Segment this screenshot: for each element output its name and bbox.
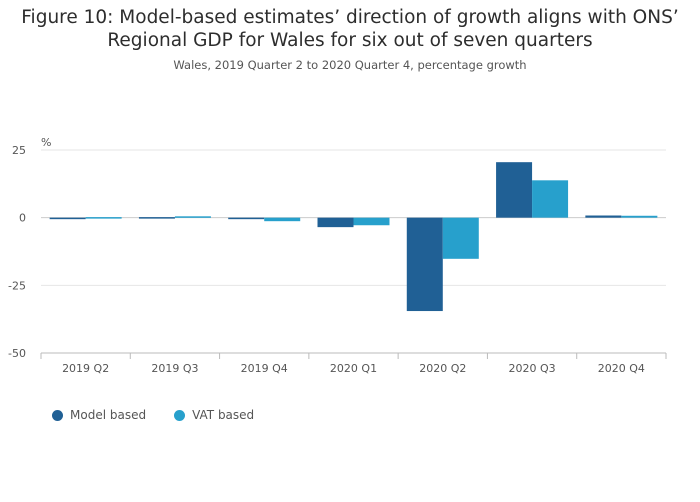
bar-vat-based — [174, 216, 211, 218]
x-tick-label: 2019 Q2 — [62, 362, 109, 375]
legend-item-model: Model based — [52, 408, 146, 422]
y-tick-label: -25 — [8, 279, 26, 292]
x-tick-label: 2019 Q3 — [151, 362, 198, 375]
bar-vat-based — [353, 217, 390, 226]
legend-label-model: Model based — [70, 408, 147, 422]
bar-vat-based — [264, 217, 301, 222]
bar-model-based — [317, 217, 354, 228]
bar-vat-based — [85, 217, 122, 219]
x-tick-label: 2020 Q1 — [330, 362, 377, 375]
bar-vat-based — [532, 180, 569, 218]
bar-model-based — [228, 217, 265, 220]
bar-model-based — [585, 215, 622, 218]
bar-vat-based — [621, 215, 658, 218]
x-tick-label: 2020 Q2 — [419, 362, 466, 375]
x-tick-label: 2019 Q4 — [241, 362, 288, 375]
x-tick-label: 2020 Q3 — [508, 362, 555, 375]
legend: Model based VAT based — [52, 408, 254, 422]
legend-item-vat: VAT based — [174, 408, 254, 422]
bar-model-based — [49, 217, 86, 220]
bar-model-based — [138, 217, 175, 219]
legend-swatch-vat — [174, 409, 186, 421]
y-axis-label: % — [41, 136, 51, 149]
legend-swatch-model — [52, 409, 63, 421]
y-tick-label: 25 — [12, 144, 26, 157]
bar-model-based — [496, 162, 533, 218]
bar-model-based — [406, 217, 443, 312]
y-tick-label: 0 — [19, 212, 26, 225]
x-tick-label: 2020 Q4 — [598, 362, 645, 375]
chart-subtitle: Wales, 2019 Quarter 2 to 2020 Quarter 4,… — [173, 58, 527, 72]
chart-title: Figure 10: Model-based estimates’ direct… — [21, 7, 679, 51]
legend-label-vat: VAT based — [192, 408, 255, 422]
bar-vat-based — [442, 217, 479, 259]
y-tick-label: -50 — [8, 347, 26, 360]
